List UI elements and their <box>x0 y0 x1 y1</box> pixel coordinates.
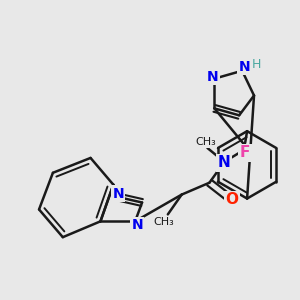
Text: N: N <box>131 218 143 232</box>
Text: CH₃: CH₃ <box>195 137 216 147</box>
Text: N: N <box>218 155 231 170</box>
Text: N: N <box>207 70 218 84</box>
Text: N: N <box>112 187 124 201</box>
Text: CH₃: CH₃ <box>154 217 174 227</box>
Text: N: N <box>238 60 250 74</box>
Text: O: O <box>226 192 239 207</box>
Text: F: F <box>240 146 250 160</box>
Text: H: H <box>251 58 261 71</box>
